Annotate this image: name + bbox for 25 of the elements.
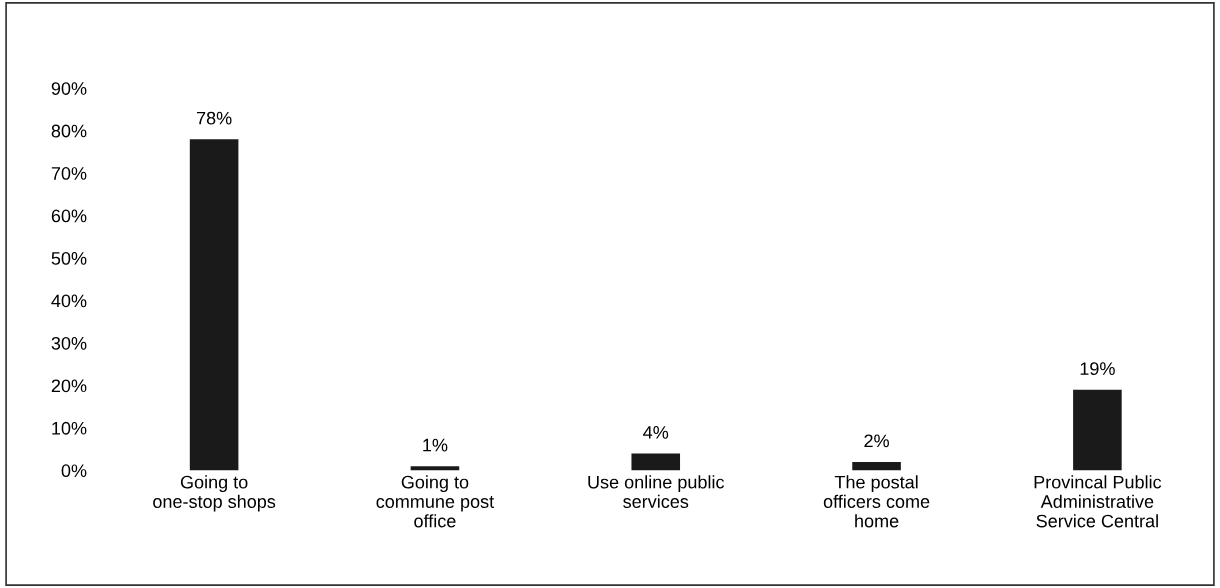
y-tick-label: 90%	[51, 82, 87, 95]
y-tick-label: 20%	[51, 379, 87, 393]
bar	[189, 139, 239, 471]
data-label: 4%	[643, 426, 669, 439]
y-tick-label: 40%	[51, 294, 87, 308]
y-tick-label: 0%	[61, 464, 87, 478]
data-label: 1%	[423, 438, 448, 452]
y-tick-label: 10%	[52, 421, 87, 435]
bar	[1073, 389, 1122, 471]
y-tick-label: 60%	[51, 209, 87, 223]
x-tick-label: Provincal Public Administrative Service Central	[1034, 475, 1162, 528]
y-tick-label: 50%	[51, 252, 87, 265]
x-tick-label: The postal officers come home	[823, 475, 930, 528]
bar	[852, 461, 901, 471]
x-tick-label: Going to one-stop shops	[153, 475, 276, 512]
bar	[631, 453, 681, 471]
x-tick-label: Use online public services	[588, 475, 725, 508]
x-tick-label: Going to commune post office	[376, 475, 495, 528]
data-label: 78%	[196, 111, 232, 125]
y-tick-label: 30%	[51, 336, 87, 350]
y-tick-label: 70%	[51, 167, 87, 180]
data-label: 19%	[1080, 362, 1115, 376]
data-label: 2%	[864, 434, 889, 448]
y-tick-label: 80%	[51, 124, 87, 138]
bar	[410, 466, 460, 471]
